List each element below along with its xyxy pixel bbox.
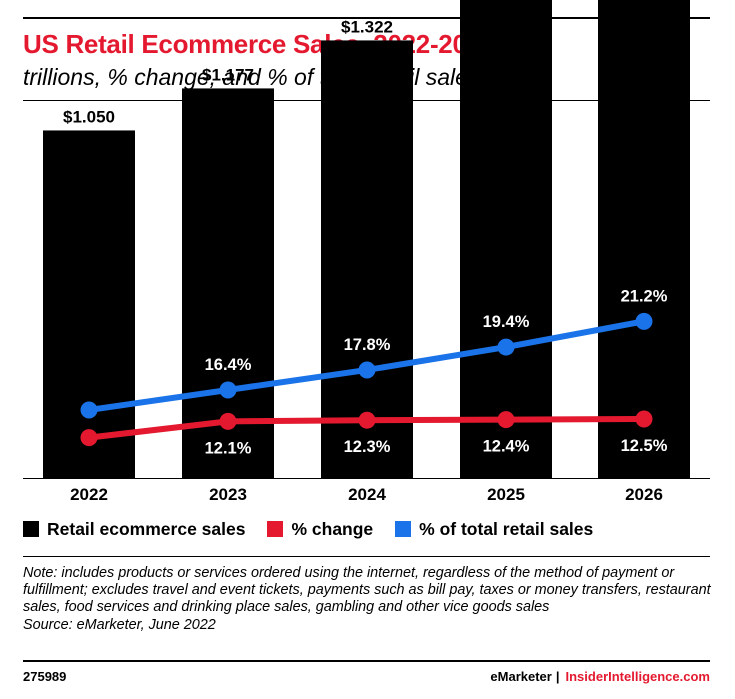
- percent-total-label-2024: 17.8%: [344, 336, 391, 354]
- x-tick-2022: 2022: [70, 485, 108, 504]
- percent-total-label-2025: 19.4%: [483, 313, 530, 331]
- brand-separator: |: [555, 669, 560, 684]
- legend-label-percent-change: % change: [291, 518, 374, 539]
- note-divider: [23, 556, 710, 557]
- chart-title: US Retail Ecommerce Sales, 2022-2026: [23, 29, 495, 59]
- bar-2024: [321, 40, 413, 478]
- percent-change-point-2026: [635, 410, 653, 428]
- percent-change-label-2025: 12.4%: [483, 438, 530, 456]
- percent-total-point-2022: [80, 401, 98, 419]
- x-tick-2023: 2023: [209, 485, 247, 504]
- bar-2025: [460, 0, 552, 478]
- source-text: Source: eMarketer, June 2022: [23, 616, 216, 633]
- footer-rule: [23, 660, 710, 662]
- percent-change-point-2025: [497, 411, 515, 429]
- chart-id: 275989: [23, 669, 67, 684]
- footer-brand: eMarketer | InsiderIntelligence.com: [490, 669, 710, 684]
- legend: Retail ecommerce sales % change % of tot…: [23, 517, 615, 541]
- chart-area: $1.050$1.177$1.322$1.486$1.67215.0%16.4%…: [43, 0, 690, 504]
- note: Note: includes products or services orde…: [23, 565, 713, 634]
- bar-label-2023: $1.177: [202, 65, 254, 84]
- percent-total-point-2025: [497, 338, 515, 356]
- brand-insider-intelligence[interactable]: InsiderIntelligence.com: [565, 669, 711, 684]
- percent-change-point-2023: [219, 412, 237, 430]
- note-text: Note: includes products or services orde…: [23, 565, 711, 616]
- legend-item-percent-total: % of total retail sales: [395, 519, 593, 540]
- x-tick-2025: 2025: [487, 485, 525, 504]
- percent-change-label-2024: 12.3%: [344, 438, 391, 456]
- legend-label-percent-total: % of total retail sales: [419, 518, 594, 539]
- x-tick-2026: 2026: [625, 485, 663, 504]
- percent-total-point-2023: [219, 381, 237, 399]
- legend-swatch-ecommerce-sales: [23, 521, 39, 537]
- percent-change-point-2022: [80, 429, 98, 447]
- percent-total-label-2022: 15.0%: [66, 376, 113, 394]
- legend-item-ecommerce-sales: Retail ecommerce sales: [23, 519, 245, 540]
- legend-item-percent-change: % change: [267, 519, 373, 540]
- percent-total-label-2023: 16.4%: [205, 356, 252, 374]
- percent-change-label-2026: 12.5%: [621, 437, 668, 455]
- percent-change-label-2022: 9.4%: [70, 456, 108, 474]
- top-rule: [23, 17, 710, 19]
- percent-total-point-2024: [358, 361, 376, 379]
- legend-label-ecommerce-sales: Retail ecommerce sales: [47, 518, 246, 539]
- bar-label-2022: $1.050: [63, 107, 115, 126]
- brand-emarketer: eMarketer: [490, 669, 552, 684]
- legend-swatch-percent-total: [395, 521, 412, 537]
- x-axis-line: [23, 478, 710, 479]
- percent-total-point-2026: [635, 312, 653, 330]
- legend-swatch-percent-change: [267, 521, 284, 537]
- percent-change-label-2023: 12.1%: [205, 439, 252, 457]
- x-tick-2024: 2024: [348, 485, 386, 504]
- bar-2026: [598, 0, 690, 479]
- bar-2022: [43, 130, 135, 478]
- percent-total-label-2026: 21.2%: [621, 287, 668, 305]
- bar-label-2024: $1.322: [341, 17, 393, 36]
- percent-change-point-2024: [358, 411, 376, 429]
